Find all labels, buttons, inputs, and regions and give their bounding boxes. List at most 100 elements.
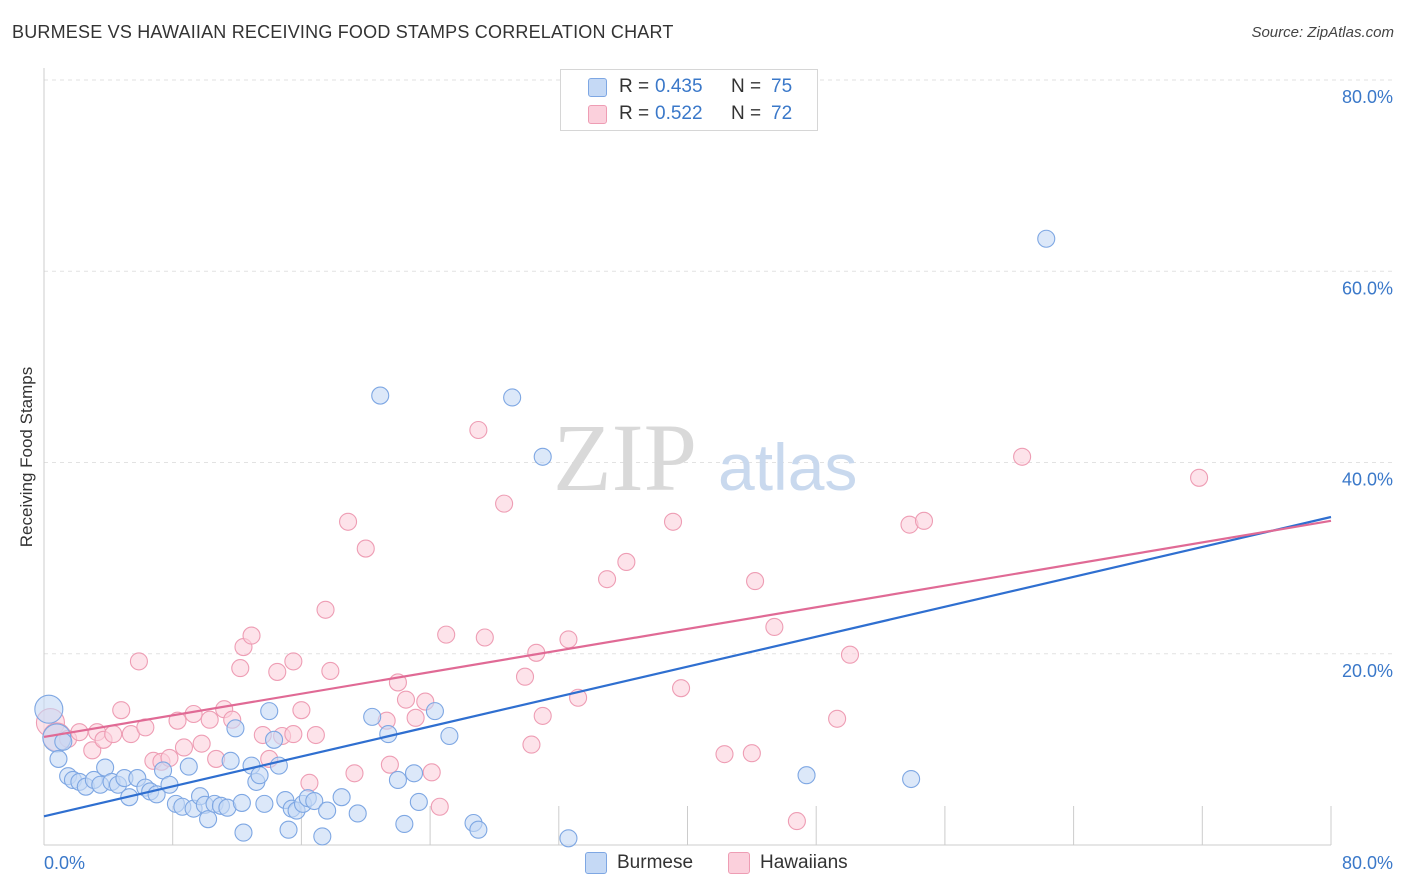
hawaiians-point[interactable]: [192, 734, 211, 753]
burmese-point[interactable]: [797, 766, 816, 785]
source-label: Source: ZipAtlas.com: [1251, 24, 1394, 41]
burmese-point[interactable]: [250, 766, 269, 785]
hawaiians-point[interactable]: [380, 755, 399, 774]
burmese-point[interactable]: [305, 791, 324, 811]
burmese-point[interactable]: [1037, 229, 1056, 248]
burmese-point[interactable]: [440, 726, 459, 746]
hawaiians-point[interactable]: [437, 625, 456, 644]
hawaiians-point[interactable]: [268, 662, 287, 681]
burmese-point[interactable]: [226, 719, 245, 738]
hawaiians-point[interactable]: [746, 572, 765, 591]
burmese-point[interactable]: [313, 827, 332, 846]
hawaiians-point[interactable]: [765, 617, 784, 637]
hawaiians-point[interactable]: [598, 570, 617, 589]
burmese-point[interactable]: [221, 751, 240, 770]
hawaiians-point[interactable]: [345, 764, 364, 783]
hawaiians-point[interactable]: [306, 725, 325, 745]
hawaiians-point[interactable]: [533, 706, 552, 725]
legend-item-burmese[interactable]: Burmese: [585, 852, 693, 874]
grid: [44, 79, 1392, 655]
hawaiians-point[interactable]: [184, 704, 203, 724]
hawaiians-point[interactable]: [1013, 447, 1032, 466]
hawaiians-point[interactable]: [495, 494, 514, 513]
hawaiians-point[interactable]: [168, 711, 187, 730]
hawaiians-point[interactable]: [242, 626, 261, 645]
hawaiians-point[interactable]: [672, 679, 691, 698]
y-tick-label: 60.0%: [1342, 278, 1393, 298]
hawaiians-point[interactable]: [515, 667, 535, 686]
burmese-point[interactable]: [255, 794, 274, 813]
hawaiians-point[interactable]: [321, 661, 340, 681]
hawaiians-point[interactable]: [292, 701, 311, 720]
legend-item-hawaiians[interactable]: Hawaiians: [728, 852, 848, 874]
hawaiians-point[interactable]: [1190, 468, 1209, 487]
trend-lines: [43, 515, 1332, 818]
burmese-point[interactable]: [363, 707, 382, 726]
hawaiians-point[interactable]: [396, 690, 416, 709]
hawaiians-point[interactable]: [284, 652, 303, 671]
hawaiians-point[interactable]: [200, 710, 219, 729]
hawaiians-point[interactable]: [83, 741, 102, 760]
burmese-point[interactable]: [469, 820, 488, 839]
burmese-point[interactable]: [404, 764, 424, 783]
burmese-point[interactable]: [332, 788, 351, 807]
hawaiians-point[interactable]: [715, 745, 734, 764]
burmese-point[interactable]: [503, 388, 522, 407]
hawaiians-point[interactable]: [174, 738, 194, 757]
burmese-point[interactable]: [409, 792, 428, 812]
burmese-swatch: [588, 77, 607, 97]
hawaiians-point[interactable]: [828, 709, 847, 728]
hawaiians-point[interactable]: [104, 725, 123, 744]
burmese-point[interactable]: [388, 770, 407, 790]
n-label: N =: [731, 103, 762, 124]
tick-labels: 20.0% 40.0% 60.0% 80.0% 0.0% 80.0%: [44, 87, 1393, 873]
hawaiians-swatch: [588, 104, 607, 124]
burmese-point[interactable]: [279, 820, 298, 839]
burmese-point[interactable]: [232, 793, 251, 812]
hawaiians-point[interactable]: [840, 645, 860, 664]
burmese-point[interactable]: [234, 823, 253, 842]
hawaiians-point[interactable]: [742, 744, 761, 763]
hawaiians-point[interactable]: [617, 552, 636, 572]
hawaiians-point[interactable]: [422, 763, 441, 782]
burmese-point[interactable]: [199, 810, 218, 829]
y-tick-label: 40.0%: [1342, 470, 1393, 490]
n-value: 75: [771, 76, 793, 97]
hawaiians-point[interactable]: [284, 725, 303, 744]
hawaiians-point[interactable]: [300, 773, 319, 792]
burmese-point[interactable]: [559, 829, 578, 848]
burmese-point[interactable]: [395, 814, 414, 834]
hawaiians-point[interactable]: [339, 512, 358, 531]
burmese-point[interactable]: [318, 801, 337, 820]
burmese-point[interactable]: [371, 386, 390, 405]
legend-label: Burmese: [617, 852, 694, 873]
hawaiians-point[interactable]: [522, 735, 541, 754]
hawaiians-point[interactable]: [914, 511, 934, 530]
burmese-point[interactable]: [34, 694, 64, 724]
hawaiians-point[interactable]: [231, 659, 250, 678]
hawaiians-point[interactable]: [316, 600, 335, 619]
axes: [43, 68, 1332, 846]
hawaiians-point[interactable]: [559, 630, 578, 649]
burmese-point[interactable]: [260, 702, 279, 721]
hawaiians-trend-line: [43, 519, 1332, 739]
hawaiians-point[interactable]: [129, 652, 148, 671]
burmese-point[interactable]: [902, 769, 921, 789]
burmese-point[interactable]: [533, 447, 552, 466]
hawaiians-point[interactable]: [406, 708, 425, 727]
burmese-point[interactable]: [348, 804, 367, 823]
burmese-point[interactable]: [425, 702, 444, 721]
hawaiians-point[interactable]: [663, 512, 683, 531]
burmese-point[interactable]: [265, 730, 284, 749]
burmese-point[interactable]: [49, 749, 68, 768]
watermark-atlas: atlas: [718, 430, 857, 504]
burmese-point[interactable]: [179, 757, 198, 776]
hawaiians-point[interactable]: [475, 628, 494, 647]
hawaiians-point[interactable]: [356, 539, 375, 558]
legend-row-burmese: R = 0.435 N = 75: [588, 76, 792, 98]
hawaiians-point[interactable]: [787, 812, 806, 831]
hawaiians-point[interactable]: [469, 420, 488, 440]
hawaiians-point[interactable]: [430, 797, 449, 816]
hawaiians-point[interactable]: [112, 701, 131, 720]
